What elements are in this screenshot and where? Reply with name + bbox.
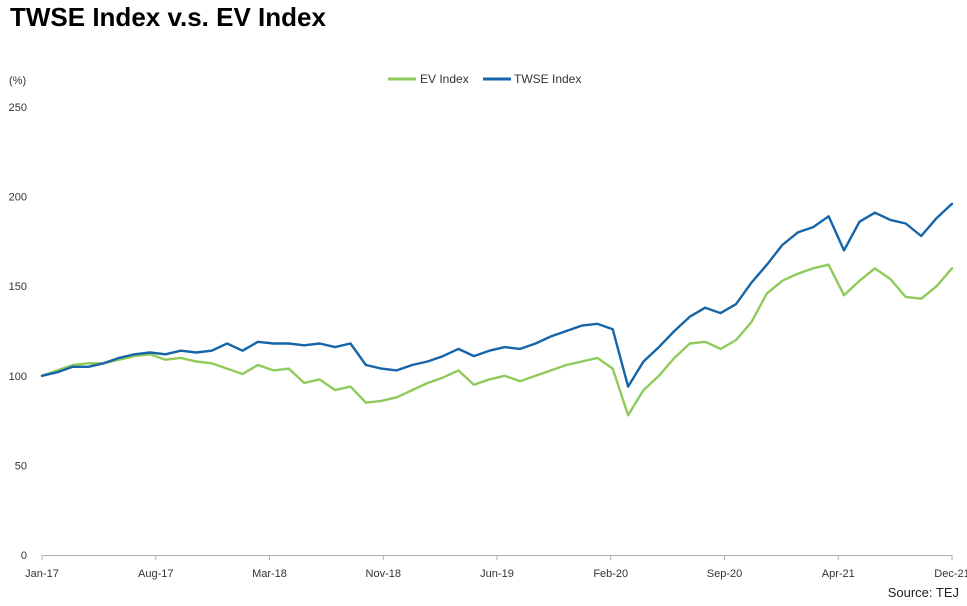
- y-tick-label: 100: [9, 371, 27, 383]
- y-tick-label: 150: [9, 281, 27, 293]
- series-line-ev-index: [40, 263, 954, 417]
- y-tick-label: 0: [21, 550, 27, 562]
- x-tick-label: Jun-19: [480, 568, 514, 580]
- y-axis-unit: (%): [9, 75, 26, 87]
- y-tick-label: 200: [9, 192, 27, 204]
- series-line-twse-index: [40, 202, 954, 388]
- x-tick-label: Feb-20: [593, 568, 628, 580]
- x-tick-label: Sep-20: [707, 568, 742, 580]
- chart-title: TWSE Index v.s. EV Index: [10, 2, 326, 32]
- x-tick-label: Apr-21: [822, 568, 855, 580]
- x-tick-label: Aug-17: [138, 568, 173, 580]
- x-tick-label: Dec-21: [934, 568, 967, 580]
- x-tick-label: Mar-18: [252, 568, 287, 580]
- y-tick-label: 250: [9, 102, 27, 114]
- source-note: Source: TEJ: [887, 585, 959, 600]
- legend-ev-index-label: EV Index: [420, 72, 469, 86]
- plot-area: 0 50 100 150 200 250 (%) Jan-17 Aug-17 Mar-18 Nov-…: [9, 75, 967, 580]
- x-tick-label: Jan-17: [25, 568, 59, 580]
- x-tick-label: Nov-18: [366, 568, 401, 580]
- y-tick-label: 50: [15, 460, 27, 472]
- legend: EV Index TWSE Index: [388, 72, 581, 86]
- legend-twse-index-label: TWSE Index: [514, 72, 581, 86]
